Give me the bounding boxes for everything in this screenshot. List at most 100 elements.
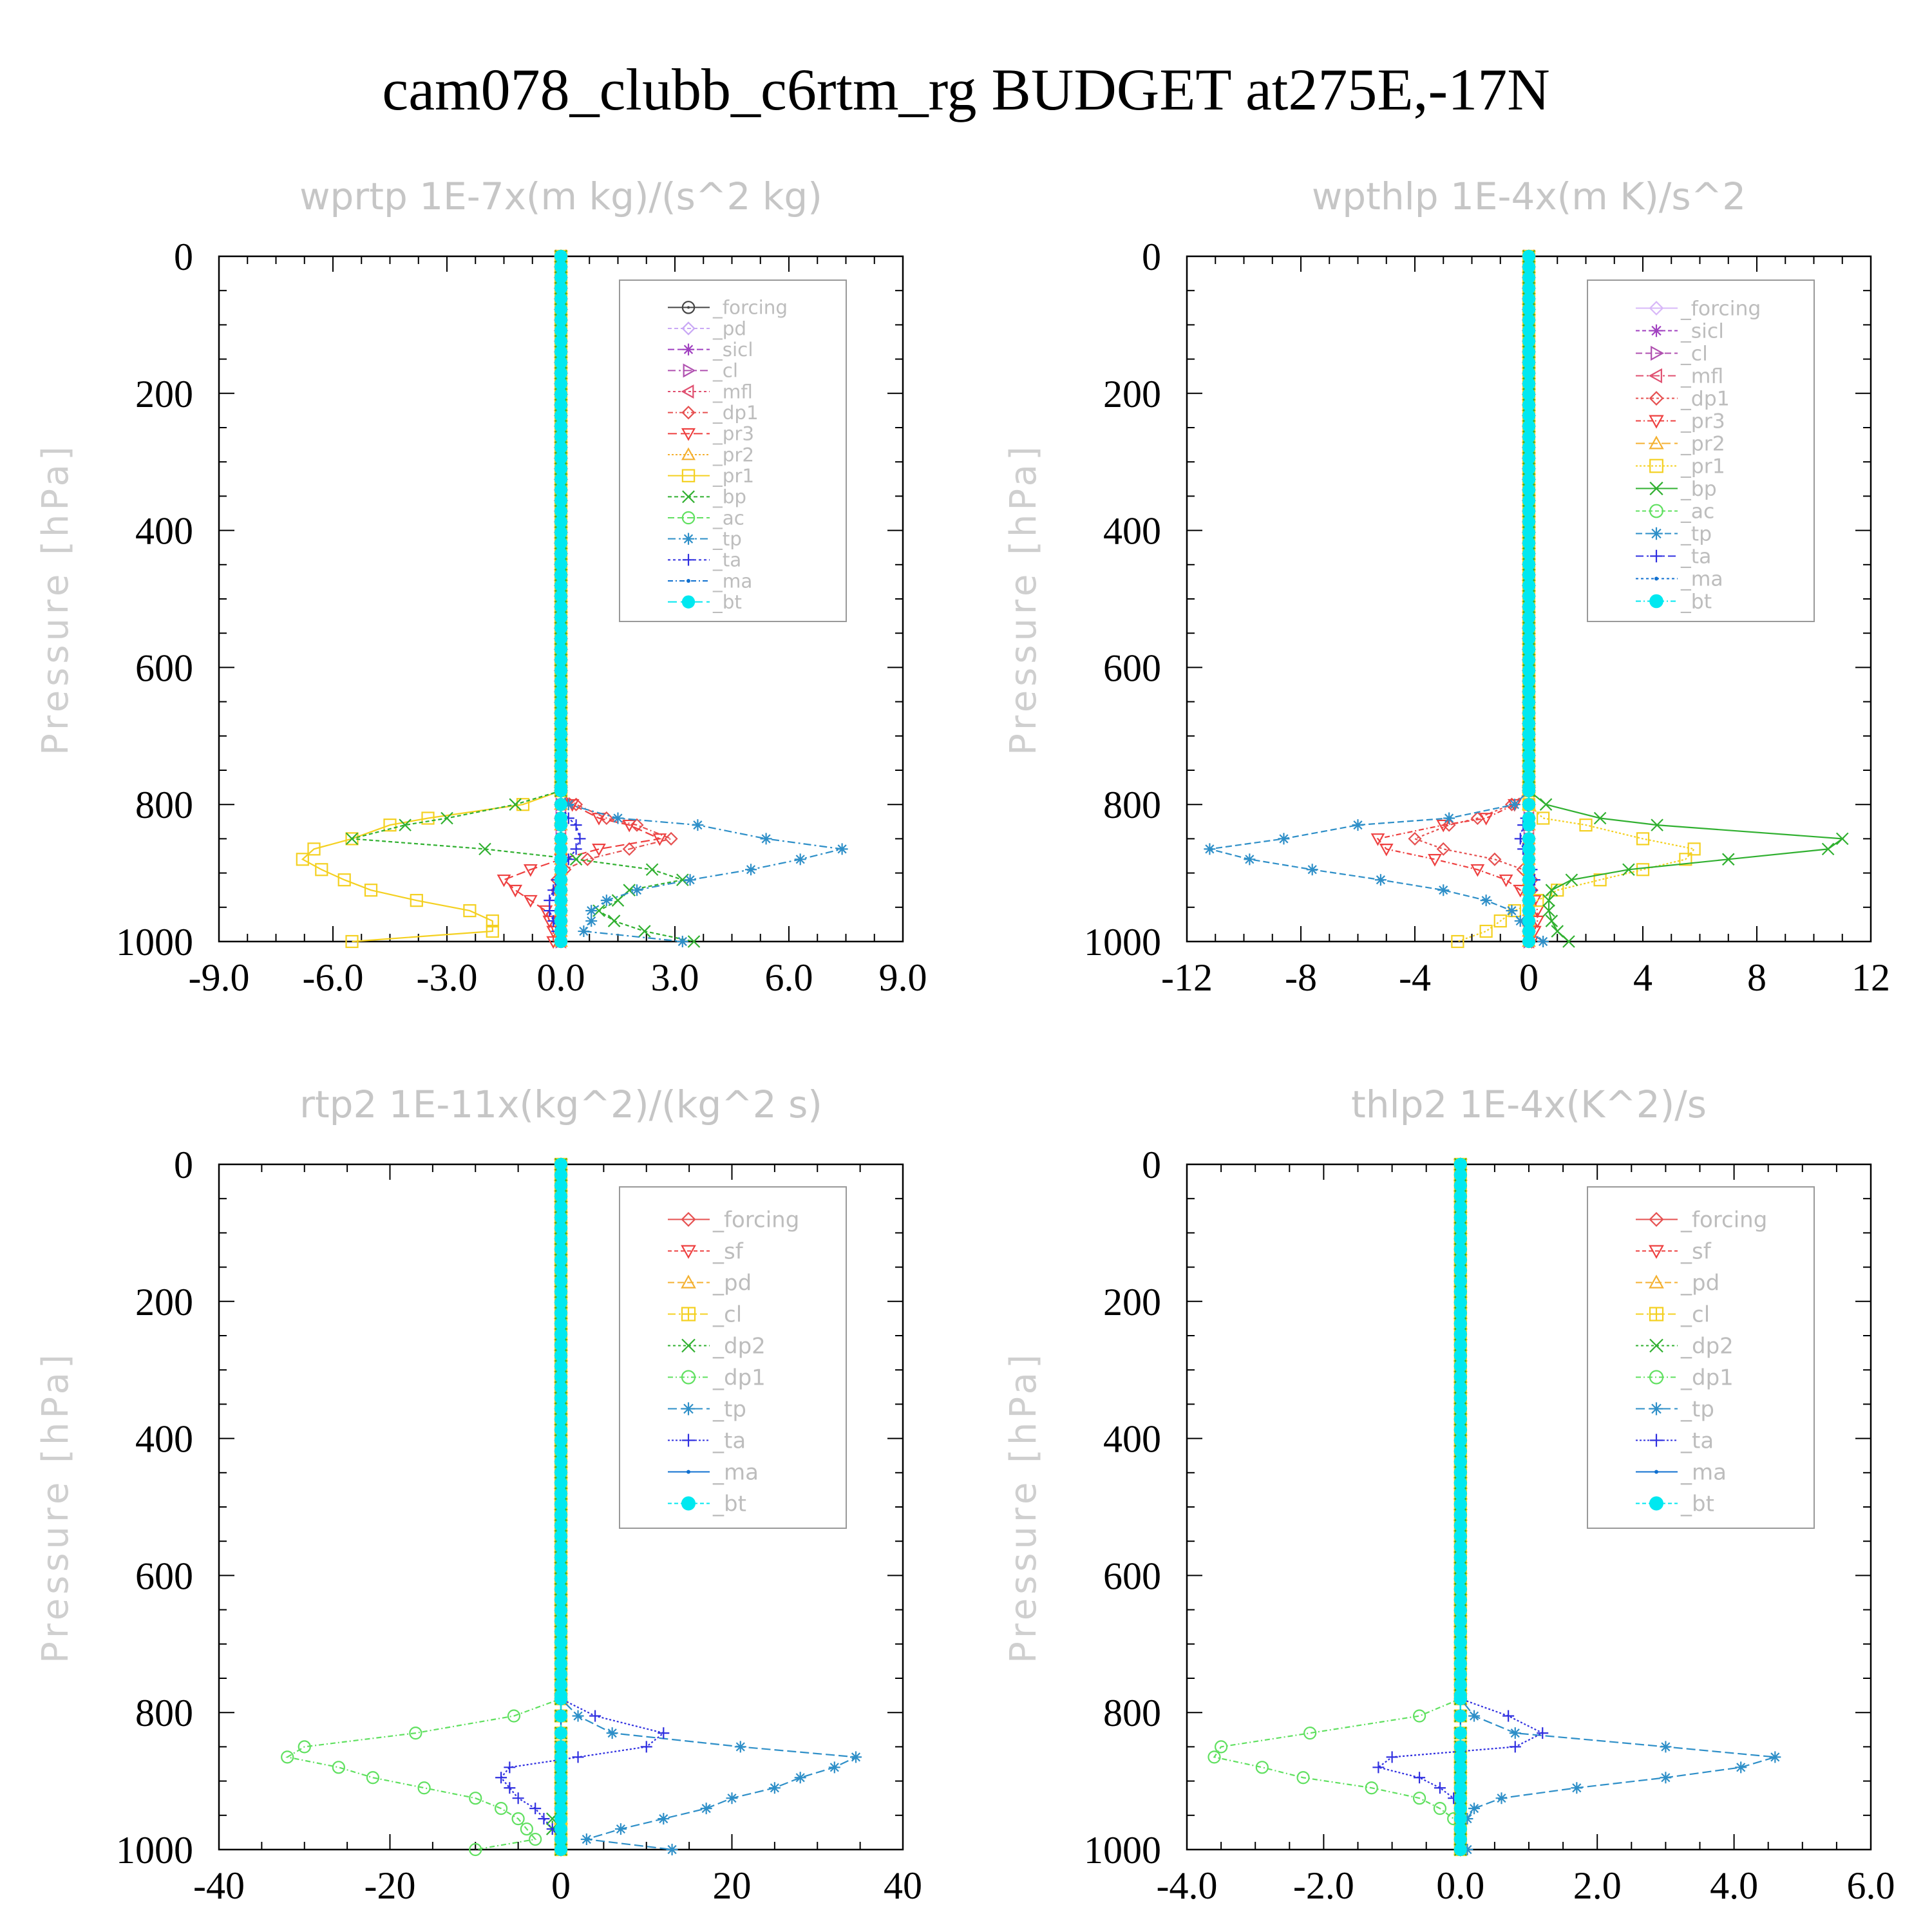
data-point <box>1522 819 1535 832</box>
data-point <box>554 1444 567 1458</box>
data-point <box>554 728 567 741</box>
legend-item: _pr1 <box>668 465 754 487</box>
data-point <box>570 843 582 855</box>
data-point <box>554 1812 567 1826</box>
data-point <box>1522 292 1535 305</box>
legend-marker <box>681 447 696 460</box>
legend: _forcing _sf _pd _cl _dp2 _dp1 _tp _ta _ma _bt <box>1587 1186 1815 1529</box>
data-point <box>554 685 567 699</box>
data-point <box>1454 1604 1467 1617</box>
data-point <box>1522 685 1535 699</box>
data-point <box>497 874 511 887</box>
legend-marker <box>1651 345 1665 361</box>
data-point <box>1454 1317 1467 1331</box>
data-point <box>1514 915 1526 927</box>
data-point <box>554 1604 567 1617</box>
legend-label: _bt <box>1680 591 1712 614</box>
data-point <box>1451 934 1464 949</box>
data-point <box>554 1761 567 1774</box>
data-point <box>1365 1781 1378 1795</box>
data-point <box>614 1823 627 1835</box>
data-point <box>554 1508 567 1522</box>
legend-item: _dp2 <box>668 1333 766 1359</box>
data-point <box>1522 377 1535 390</box>
x-tick-label: 6.0 <box>1847 1864 1895 1907</box>
data-point <box>1636 863 1650 876</box>
legend-marker <box>681 469 696 482</box>
legend-label: _ma <box>1680 568 1723 591</box>
y-tick-label: 0 <box>1142 236 1161 278</box>
data-point <box>469 1842 482 1857</box>
legend-label: _mfl <box>712 381 753 402</box>
data-point <box>1522 409 1535 422</box>
data-point <box>554 1802 567 1815</box>
legend-label: _tp <box>1680 1396 1714 1422</box>
legend-marker <box>1649 415 1664 429</box>
data-point <box>554 1179 567 1192</box>
data-point <box>554 1519 567 1532</box>
y-tick-label: 200 <box>135 1281 193 1323</box>
data-point <box>1454 1232 1467 1245</box>
data-point <box>1522 798 1535 811</box>
legend-marker <box>1650 1402 1663 1416</box>
legend-marker <box>1649 391 1664 406</box>
data-point <box>511 1812 525 1826</box>
data-point <box>1545 884 1558 896</box>
data-point <box>554 483 567 497</box>
data-point <box>676 936 688 947</box>
data-point <box>554 1750 567 1764</box>
data-point <box>554 558 567 571</box>
data-point <box>1454 1727 1467 1740</box>
legend-item: _tp <box>1636 1396 1714 1422</box>
data-point <box>1522 440 1535 454</box>
data-point <box>1454 1646 1467 1660</box>
legend-item: _ta <box>668 1428 746 1454</box>
legend-item: _ta <box>1636 1428 1714 1454</box>
series-bt <box>554 1158 567 1856</box>
x-tick-label: 0 <box>551 1864 571 1907</box>
data-point <box>1651 819 1663 831</box>
data-point <box>1255 1761 1269 1774</box>
legend-label: _dp1 <box>1680 1365 1734 1390</box>
y-axis-label: Pressure [hPa] <box>1003 442 1045 755</box>
data-point <box>554 1381 567 1394</box>
data-point <box>1522 568 1535 582</box>
data-point <box>554 1636 567 1649</box>
data-point <box>554 1646 567 1660</box>
legend-item: _ta <box>668 549 741 571</box>
data-point <box>1454 1476 1467 1490</box>
x-tick-label: -40 <box>193 1864 245 1907</box>
x-tick-label: 6.0 <box>765 956 813 999</box>
legend-label: _pr2 <box>1680 433 1725 456</box>
data-point <box>1522 355 1535 369</box>
data-point <box>529 1803 542 1815</box>
data-point <box>512 1792 524 1804</box>
data-point <box>554 696 567 709</box>
data-point <box>1414 1772 1426 1784</box>
data-point <box>1522 324 1535 337</box>
data-point <box>345 832 359 846</box>
data-point <box>1522 904 1535 918</box>
data-point <box>554 1781 567 1795</box>
data-point <box>1522 388 1535 401</box>
x-tick-label: -12 <box>1161 956 1213 999</box>
data-point <box>523 864 538 877</box>
data-point <box>554 1497 567 1511</box>
data-point <box>1461 1813 1473 1825</box>
data-point <box>554 451 567 465</box>
legend-label: _dp1 <box>712 402 759 424</box>
y-tick-label: 400 <box>135 1418 193 1461</box>
data-point <box>554 1370 567 1383</box>
y-tick-label: 0 <box>174 1144 193 1186</box>
legend-label: _forcing <box>712 297 788 319</box>
data-point <box>1522 717 1535 730</box>
data-point <box>1454 1264 1467 1277</box>
data-point <box>1454 1802 1467 1815</box>
data-point <box>554 515 567 529</box>
data-point <box>794 853 806 866</box>
legend-label: _tp <box>1680 523 1712 546</box>
data-point <box>1539 798 1553 811</box>
legend-marker <box>682 1434 695 1447</box>
data-point <box>1499 874 1513 887</box>
legend-item: _sicl <box>1636 320 1724 343</box>
